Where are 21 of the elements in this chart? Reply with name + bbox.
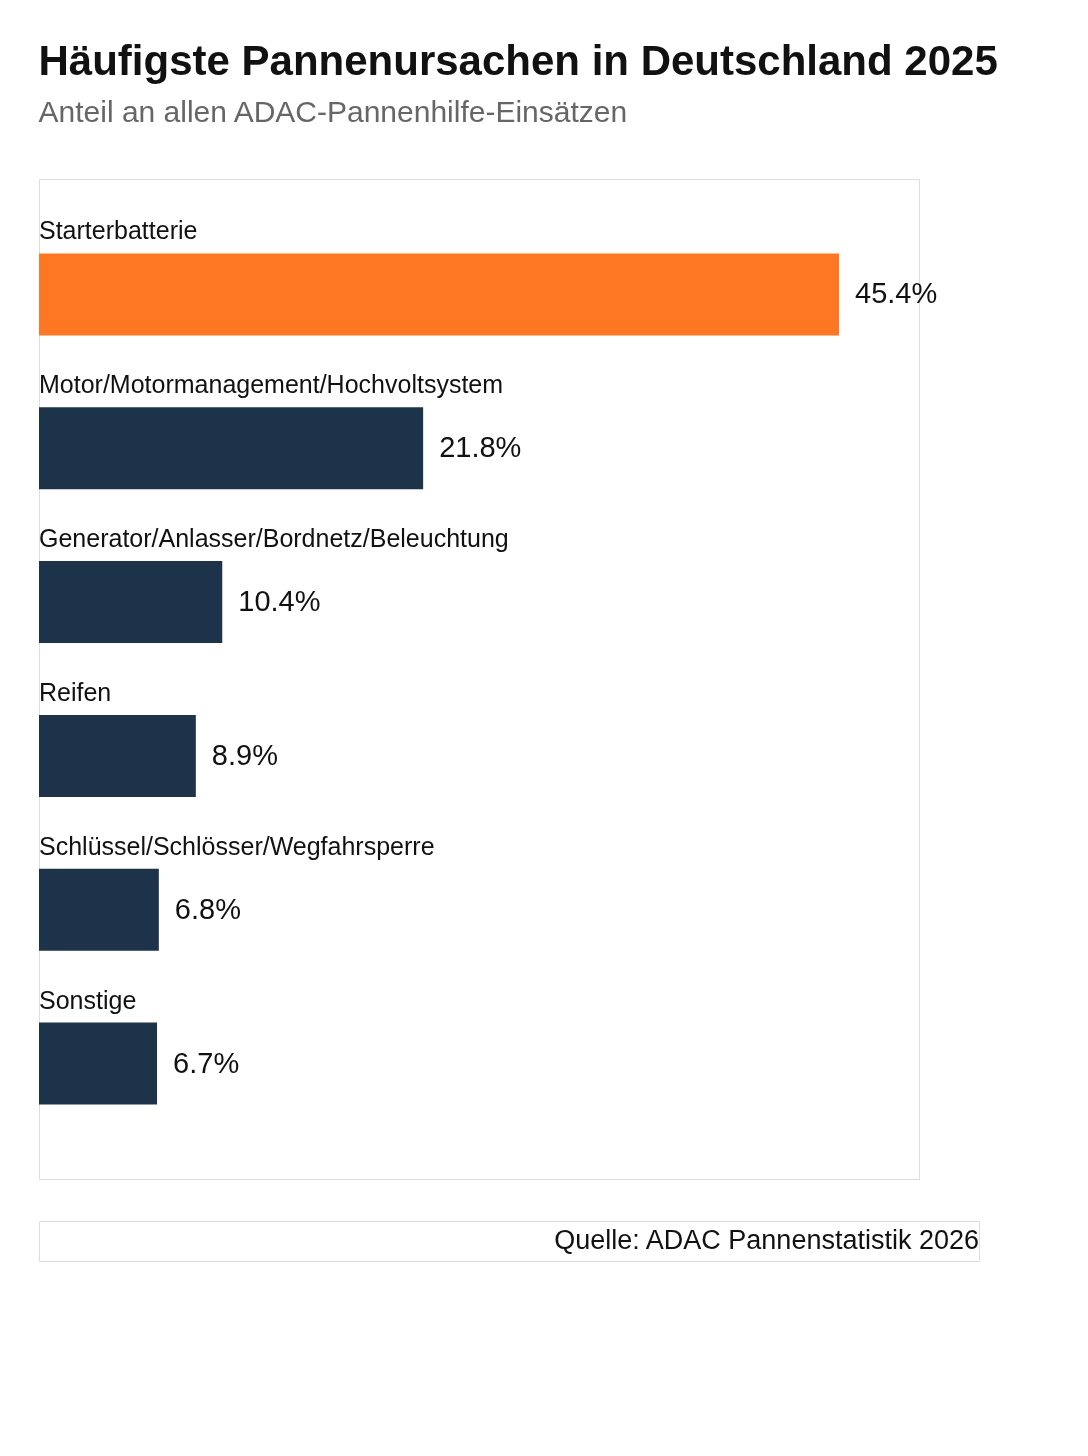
bar bbox=[39, 714, 196, 797]
y-tick-label: Starterbatterie bbox=[39, 216, 198, 245]
y-tick-label: Schlüssel/Schlösser/Wegfahrsperre bbox=[39, 831, 435, 860]
data-label: 6.8% bbox=[174, 892, 241, 925]
chart-title: Häufigste Pannenursachen in Deutschland 2025 bbox=[38, 36, 998, 84]
bar bbox=[39, 561, 223, 644]
source-note: Quelle: ADAC Pannenstatistik 2026 bbox=[554, 1225, 979, 1255]
data-label: 10.4% bbox=[238, 585, 321, 618]
y-tick-label: Generator/Anlasser/Bordnetz/Beleuchtung bbox=[39, 524, 509, 553]
bar bbox=[39, 1022, 158, 1105]
bar bbox=[39, 868, 159, 951]
data-label: 45.4% bbox=[855, 277, 938, 310]
chart-subtitle: Anteil an allen ADAC-Pannenhilfe-Einsätzen bbox=[38, 94, 628, 128]
bar bbox=[39, 407, 424, 490]
y-tick-label: Sonstige bbox=[39, 985, 137, 1014]
data-label: 8.9% bbox=[211, 738, 278, 771]
y-tick-label: Reifen bbox=[39, 677, 112, 706]
y-tick-label: Motor/Motormanagement/Hochvoltsystem bbox=[39, 370, 504, 399]
bar bbox=[39, 253, 839, 336]
data-label: 6.7% bbox=[173, 1046, 240, 1079]
data-label: 21.8% bbox=[439, 431, 522, 464]
